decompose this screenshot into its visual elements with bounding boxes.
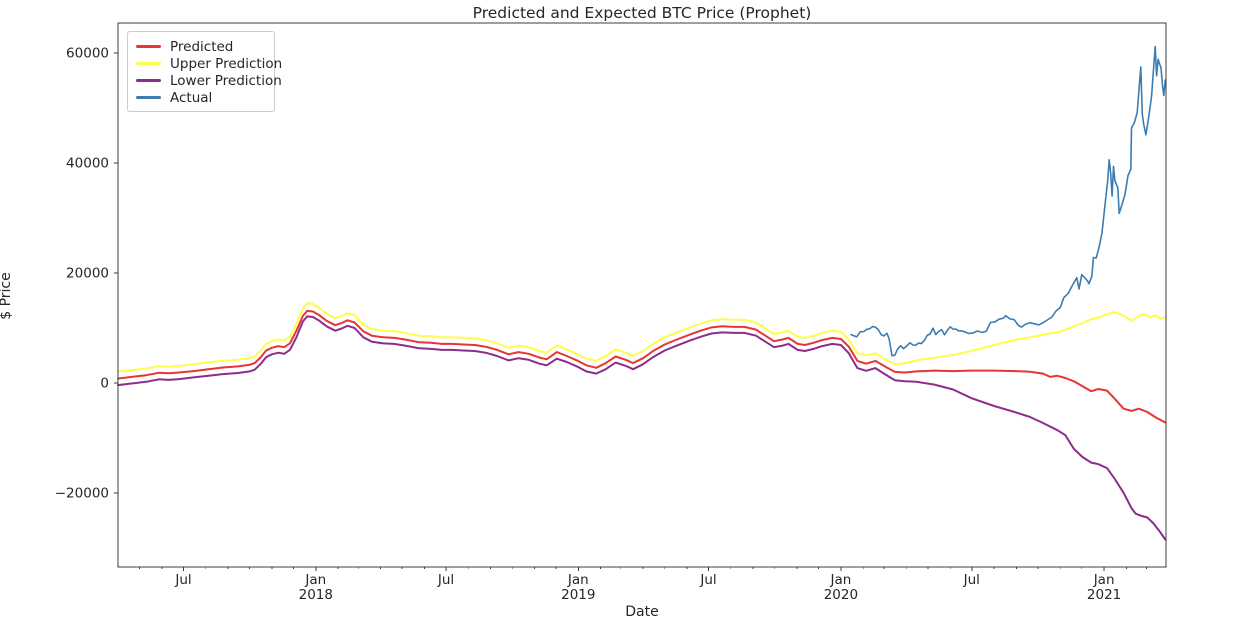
legend-item-predicted: Predicted — [136, 38, 266, 55]
legend-swatch-upper-prediction — [136, 62, 161, 65]
legend-label-predicted: Predicted — [170, 38, 234, 55]
x-tick-year-label: 2019 — [561, 587, 595, 603]
x-tick-year-label: 2018 — [299, 587, 333, 603]
x-tick-label: Jul — [174, 572, 191, 588]
legend-label-actual: Actual — [170, 89, 213, 106]
series-line-lower-prediction — [117, 315, 1167, 541]
legend-swatch-lower-prediction — [136, 79, 161, 82]
x-tick-label: Jan — [829, 572, 851, 588]
x-tick-label: Jan — [567, 572, 589, 588]
legend-item-lower-prediction: Lower Prediction — [136, 72, 282, 89]
y-tick-label: 40000 — [66, 156, 109, 172]
x-axis-label: Date — [625, 604, 659, 620]
legend-item-upper-prediction: Upper Prediction — [136, 55, 282, 72]
legend-item-actual: Actual — [136, 89, 266, 106]
legend-swatch-predicted — [136, 45, 161, 48]
x-tick-label: Jan — [304, 572, 326, 588]
y-tick-label: 20000 — [66, 266, 109, 282]
plot-border — [117, 22, 1167, 568]
series-line-actual — [850, 45, 1167, 357]
series-line-predicted — [117, 309, 1167, 424]
y-axis-label: $ Price — [0, 272, 14, 320]
x-tick-year-label: 2021 — [1087, 587, 1121, 603]
x-tick-year-label: 2020 — [824, 587, 858, 603]
x-tick-label: Jul — [437, 572, 454, 588]
series-line-upper-prediction — [117, 302, 1167, 373]
legend-label-lower-prediction: Lower Prediction — [170, 72, 282, 89]
legend: Predicted Upper Prediction Lower Predictio… — [127, 31, 282, 112]
x-tick-label: Jan — [1093, 572, 1115, 588]
chart-title: Predicted and Expected BTC Price (Prophe… — [472, 4, 812, 22]
y-tick-label: 0 — [100, 375, 109, 391]
legend-label-upper-prediction: Upper Prediction — [170, 55, 283, 72]
y-tick-label: 60000 — [66, 46, 109, 62]
legend-swatch-actual — [136, 96, 161, 99]
x-tick-label: Jul — [963, 572, 980, 588]
y-tick-label: −20000 — [55, 485, 109, 501]
x-tick-label: Jul — [699, 572, 716, 588]
